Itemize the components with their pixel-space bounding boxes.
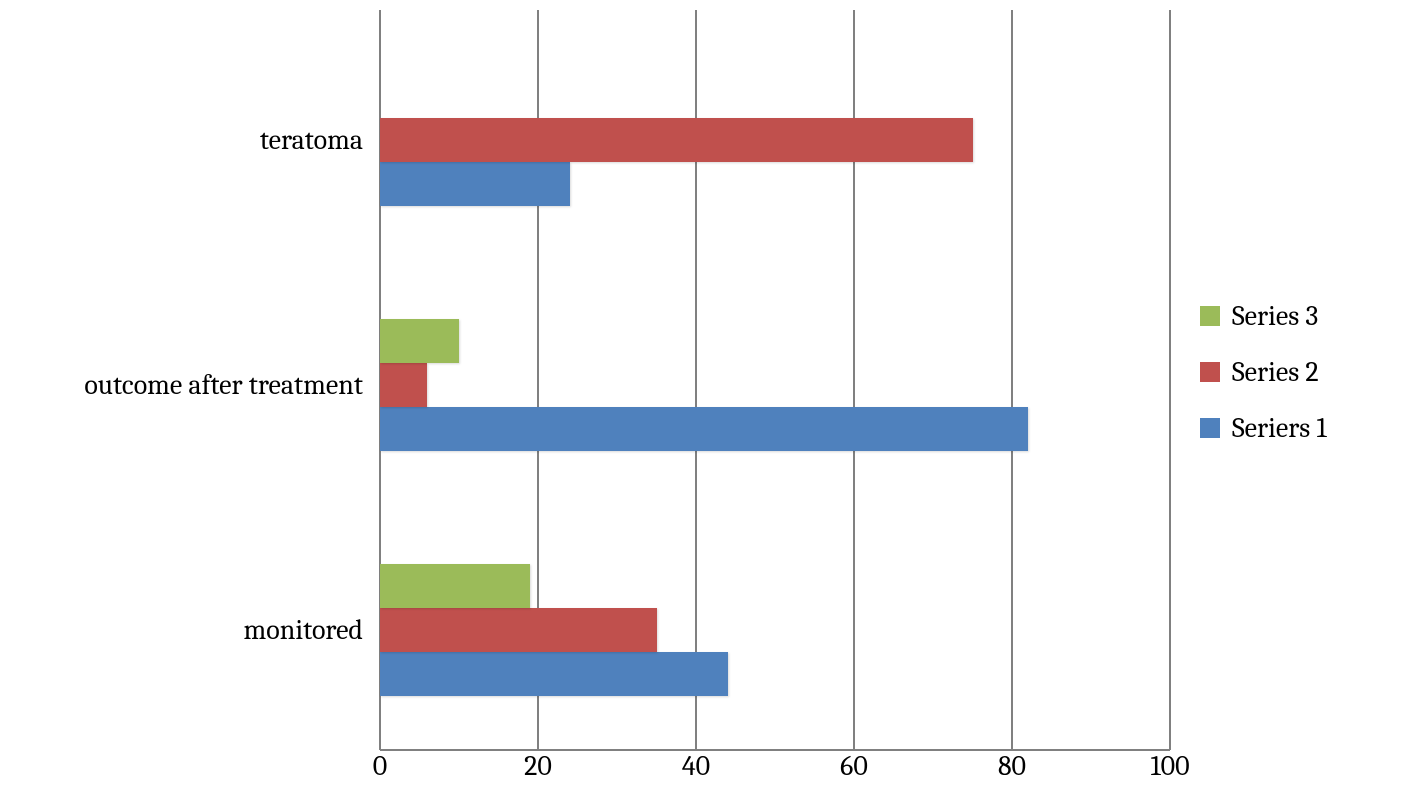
bar [380, 363, 427, 407]
bar [380, 652, 728, 696]
y-tick-label: teratoma [260, 124, 363, 156]
legend: Series 3 Series 2 Seriers 1 [1200, 300, 1327, 468]
x-tick-label: 100 [1150, 750, 1189, 782]
x-tick-label: 60 [840, 750, 868, 782]
legend-item: Series 3 [1200, 300, 1327, 332]
x-axis-line [380, 749, 1170, 751]
bar [380, 162, 570, 206]
bar [380, 118, 973, 162]
plot-area [380, 10, 1170, 750]
legend-label: Series 2 [1232, 356, 1319, 388]
legend-label: Series 3 [1232, 300, 1318, 332]
bar [380, 407, 1028, 451]
gridline [1011, 10, 1013, 750]
bar [380, 564, 530, 608]
legend-swatch [1200, 418, 1220, 438]
y-tick-label: outcome after treatment [84, 369, 363, 401]
legend-label: Seriers 1 [1232, 412, 1327, 444]
bar [380, 608, 657, 652]
legend-swatch [1200, 362, 1220, 382]
bar [380, 319, 459, 363]
gridline [1169, 10, 1171, 750]
chart-container: 0 20 40 60 80 100 monitored outcome after trea… [0, 0, 1423, 796]
legend-swatch [1200, 306, 1220, 326]
x-tick-label: 20 [524, 750, 552, 782]
y-tick-label: monitored [244, 614, 363, 646]
x-tick-label: 0 [373, 750, 387, 782]
x-tick-label: 40 [682, 750, 710, 782]
legend-item: Series 2 [1200, 356, 1327, 388]
x-tick-label: 80 [998, 750, 1026, 782]
legend-item: Seriers 1 [1200, 412, 1327, 444]
